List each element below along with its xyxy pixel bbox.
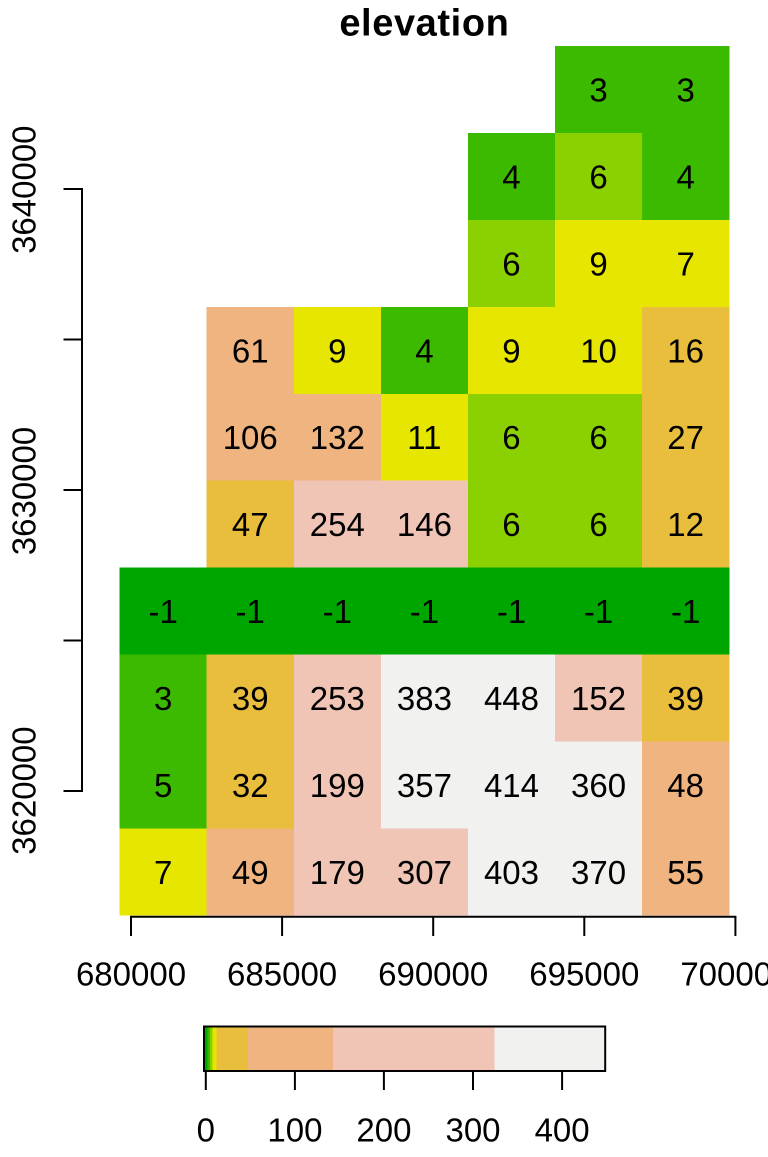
svg-text:27: 27 xyxy=(667,419,704,456)
svg-text:680000: 680000 xyxy=(76,956,186,993)
svg-text:10: 10 xyxy=(580,332,617,369)
svg-text:-1: -1 xyxy=(148,593,177,630)
svg-text:695000: 695000 xyxy=(529,956,639,993)
svg-text:39: 39 xyxy=(232,680,269,717)
svg-text:-1: -1 xyxy=(671,593,700,630)
svg-text:6: 6 xyxy=(589,506,607,543)
svg-text:3: 3 xyxy=(154,680,172,717)
svg-text:7: 7 xyxy=(154,854,172,891)
svg-text:5: 5 xyxy=(154,767,172,804)
svg-text:200: 200 xyxy=(356,1112,411,1149)
svg-text:6: 6 xyxy=(589,419,607,456)
svg-text:254: 254 xyxy=(310,506,365,543)
svg-text:370: 370 xyxy=(571,854,626,891)
svg-text:146: 146 xyxy=(397,506,452,543)
svg-text:700000: 700000 xyxy=(680,956,768,993)
svg-text:6: 6 xyxy=(502,419,520,456)
svg-text:12: 12 xyxy=(667,506,704,543)
svg-text:61: 61 xyxy=(232,332,269,369)
svg-text:400: 400 xyxy=(535,1112,590,1149)
svg-text:6: 6 xyxy=(502,245,520,282)
svg-text:199: 199 xyxy=(310,767,365,804)
svg-text:253: 253 xyxy=(310,680,365,717)
svg-text:-1: -1 xyxy=(410,593,439,630)
svg-text:685000: 685000 xyxy=(227,956,337,993)
svg-text:9: 9 xyxy=(328,332,346,369)
svg-text:360: 360 xyxy=(571,767,626,804)
svg-text:32: 32 xyxy=(232,767,269,804)
svg-text:48: 48 xyxy=(667,767,704,804)
svg-text:307: 307 xyxy=(397,854,452,891)
svg-text:6: 6 xyxy=(589,158,607,195)
svg-text:106: 106 xyxy=(223,419,278,456)
svg-text:383: 383 xyxy=(397,680,452,717)
svg-text:3: 3 xyxy=(676,71,694,108)
svg-text:100: 100 xyxy=(267,1112,322,1149)
svg-text:9: 9 xyxy=(502,332,520,369)
svg-text:414: 414 xyxy=(484,767,539,804)
svg-text:300: 300 xyxy=(445,1112,500,1149)
svg-text:0: 0 xyxy=(197,1112,215,1149)
svg-text:49: 49 xyxy=(232,854,269,891)
svg-text:132: 132 xyxy=(310,419,365,456)
svg-text:4: 4 xyxy=(415,332,433,369)
svg-text:55: 55 xyxy=(667,854,704,891)
svg-text:16: 16 xyxy=(667,332,704,369)
svg-text:4: 4 xyxy=(676,158,694,195)
svg-text:elevation: elevation xyxy=(339,3,509,45)
svg-text:9: 9 xyxy=(589,245,607,282)
svg-text:3640000: 3640000 xyxy=(5,125,42,253)
svg-text:-1: -1 xyxy=(497,593,526,630)
svg-text:-1: -1 xyxy=(323,593,352,630)
svg-text:4: 4 xyxy=(502,158,520,195)
svg-text:152: 152 xyxy=(571,680,626,717)
svg-text:11: 11 xyxy=(407,419,441,456)
svg-text:-1: -1 xyxy=(236,593,265,630)
svg-text:-1: -1 xyxy=(584,593,613,630)
svg-text:690000: 690000 xyxy=(378,956,488,993)
svg-text:357: 357 xyxy=(397,767,452,804)
svg-text:39: 39 xyxy=(667,680,704,717)
svg-text:6: 6 xyxy=(502,506,520,543)
svg-text:7: 7 xyxy=(676,245,694,282)
svg-text:3630000: 3630000 xyxy=(5,427,42,555)
svg-text:403: 403 xyxy=(484,854,539,891)
svg-text:47: 47 xyxy=(232,506,269,543)
svg-text:179: 179 xyxy=(310,854,365,891)
svg-text:3: 3 xyxy=(589,71,607,108)
svg-text:448: 448 xyxy=(484,680,539,717)
svg-text:3620000: 3620000 xyxy=(5,726,42,854)
